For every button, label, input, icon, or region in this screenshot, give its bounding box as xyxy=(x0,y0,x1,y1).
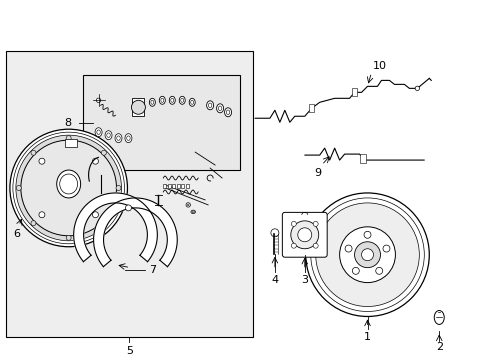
Ellipse shape xyxy=(149,98,155,106)
Circle shape xyxy=(92,212,98,218)
Circle shape xyxy=(312,243,318,248)
Ellipse shape xyxy=(169,96,175,104)
Circle shape xyxy=(315,203,419,306)
Ellipse shape xyxy=(224,108,231,117)
Circle shape xyxy=(96,98,101,103)
Circle shape xyxy=(66,235,71,240)
FancyBboxPatch shape xyxy=(282,212,326,257)
Polygon shape xyxy=(74,193,157,262)
Polygon shape xyxy=(93,198,177,267)
Text: 8: 8 xyxy=(64,118,71,128)
Text: 10: 10 xyxy=(372,62,386,71)
Circle shape xyxy=(101,150,106,155)
Text: 7: 7 xyxy=(148,265,156,275)
Circle shape xyxy=(101,221,106,226)
Circle shape xyxy=(125,205,131,211)
Ellipse shape xyxy=(433,310,443,324)
Ellipse shape xyxy=(206,101,213,110)
Bar xyxy=(132,98,144,116)
Circle shape xyxy=(363,231,370,238)
Bar xyxy=(359,154,365,163)
Circle shape xyxy=(375,267,382,274)
Text: 9: 9 xyxy=(313,168,321,178)
Ellipse shape xyxy=(216,104,223,113)
Text: 4: 4 xyxy=(271,275,278,285)
Circle shape xyxy=(414,86,419,91)
Circle shape xyxy=(382,245,389,252)
Bar xyxy=(351,88,356,96)
Text: 3: 3 xyxy=(301,275,307,285)
Bar xyxy=(6,50,252,337)
Ellipse shape xyxy=(125,134,132,143)
Circle shape xyxy=(354,242,380,268)
Circle shape xyxy=(291,243,296,248)
Circle shape xyxy=(131,100,145,114)
Ellipse shape xyxy=(95,128,102,137)
Bar xyxy=(308,104,314,112)
Bar xyxy=(181,184,184,188)
Ellipse shape xyxy=(57,170,81,198)
Circle shape xyxy=(17,185,21,190)
Text: 6: 6 xyxy=(13,229,20,239)
Ellipse shape xyxy=(179,96,185,104)
Circle shape xyxy=(361,249,373,261)
Circle shape xyxy=(305,193,428,316)
Circle shape xyxy=(185,203,190,207)
Ellipse shape xyxy=(159,96,165,104)
Ellipse shape xyxy=(189,98,195,106)
Circle shape xyxy=(39,158,45,164)
Bar xyxy=(64,139,77,147)
Ellipse shape xyxy=(105,131,112,140)
Circle shape xyxy=(31,221,36,226)
Circle shape xyxy=(10,129,127,247)
Circle shape xyxy=(66,136,71,141)
Bar xyxy=(82,75,240,170)
Text: 2: 2 xyxy=(435,342,442,352)
Bar xyxy=(176,184,180,188)
Circle shape xyxy=(290,221,318,249)
Bar xyxy=(167,184,170,188)
Circle shape xyxy=(21,140,116,236)
Circle shape xyxy=(291,221,296,226)
Circle shape xyxy=(352,267,359,274)
Text: 5: 5 xyxy=(126,346,133,356)
Circle shape xyxy=(339,227,395,283)
Circle shape xyxy=(16,135,121,241)
Bar xyxy=(172,184,175,188)
Ellipse shape xyxy=(191,210,195,213)
Bar xyxy=(185,184,188,188)
Text: 1: 1 xyxy=(363,332,370,342)
Circle shape xyxy=(297,228,311,242)
Circle shape xyxy=(312,221,318,226)
Circle shape xyxy=(92,158,98,164)
Circle shape xyxy=(39,212,45,218)
Circle shape xyxy=(116,185,121,190)
Bar xyxy=(163,184,166,188)
Circle shape xyxy=(270,229,278,237)
Circle shape xyxy=(31,150,36,155)
Ellipse shape xyxy=(115,134,122,143)
Circle shape xyxy=(345,245,351,252)
